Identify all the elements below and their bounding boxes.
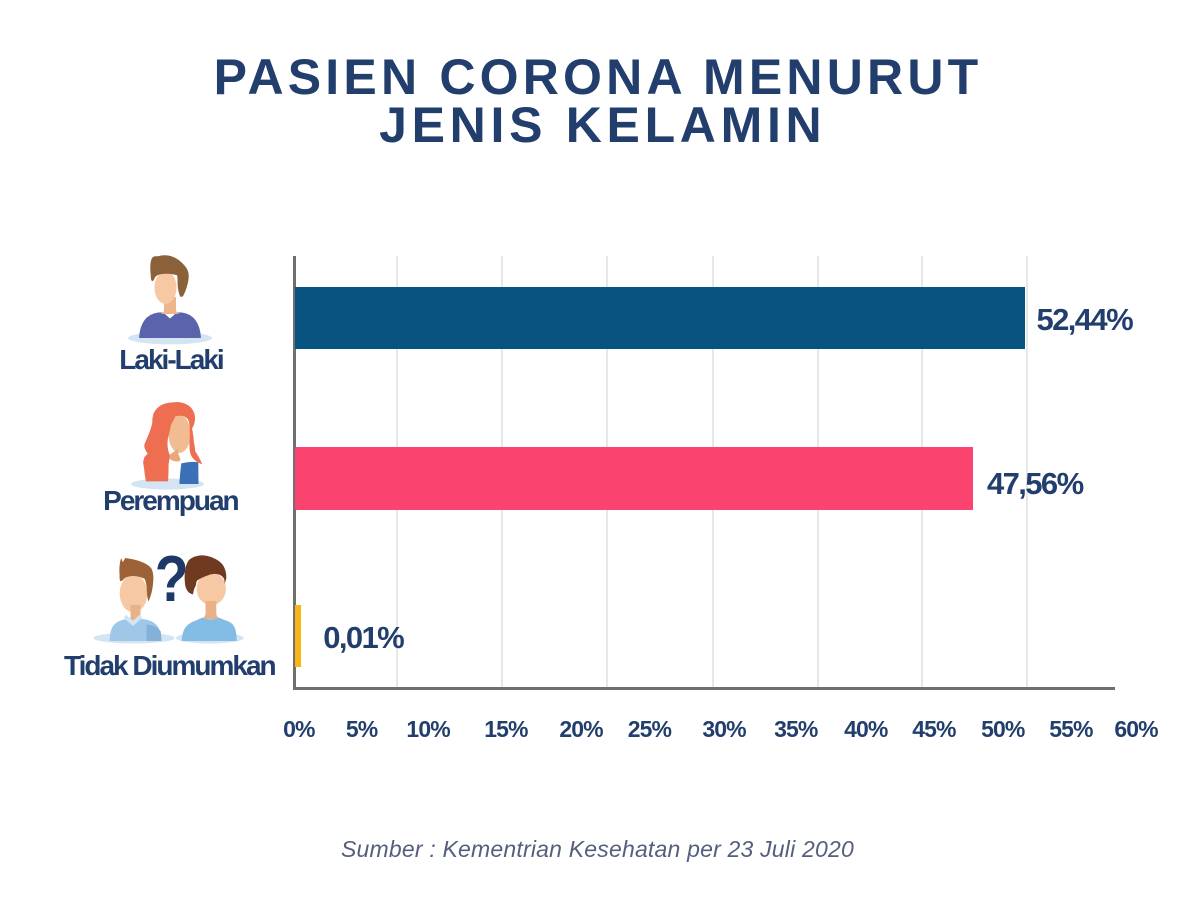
svg-text:?: ? [155,549,189,615]
